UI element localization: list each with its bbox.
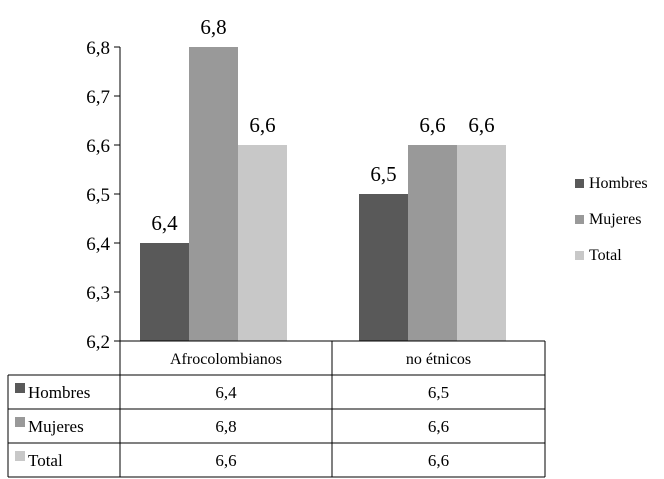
data-label-mujeres-2: 6,6 (419, 113, 445, 137)
bar-hombres-1 (140, 243, 189, 341)
legend-label-mujeres: Mujeres (589, 211, 641, 228)
table-row-label-total: Total (28, 451, 63, 470)
legend-key-total (575, 251, 584, 260)
table-cell-total-1: 6,6 (215, 451, 236, 470)
legend-key-mujeres (575, 215, 584, 224)
table-key-total (15, 451, 25, 461)
table-cell-mujeres-2: 6,6 (428, 417, 449, 436)
y-tick-label: 6,8 (86, 38, 110, 59)
table-cell-hombres-1: 6,4 (215, 383, 237, 402)
legend-label-hombres: Hombres (589, 175, 648, 192)
y-tick-label: 6,4 (86, 234, 110, 255)
table-cell-total-2: 6,6 (428, 451, 449, 470)
y-tick-label: 6,3 (86, 283, 110, 304)
category-label-1: Afrocolombianos (170, 351, 282, 368)
bar-mujeres-1 (189, 47, 238, 341)
bar-hombres-2 (359, 194, 408, 341)
category-label-2: no étnicos (406, 351, 471, 368)
data-table: Afrocolombianos no étnicos Hombres 6,4 6,5 Mu… (7, 340, 546, 478)
legend-label-total: Total (589, 247, 622, 264)
y-tick-label: 6,7 (86, 87, 110, 108)
bar-mujeres-2 (408, 145, 457, 341)
legend: Hombres Mujeres Total (575, 175, 648, 264)
bar-total-1 (238, 145, 287, 341)
data-label-total-2: 6,6 (468, 113, 494, 137)
data-label-total-1: 6,6 (249, 113, 275, 137)
y-axis: 6,2 6,3 6,4 6,5 6,6 6,7 6,8 (86, 38, 121, 353)
table-row-label-hombres: Hombres (28, 383, 90, 402)
bar-total-2 (457, 145, 506, 341)
data-label-hombres-1: 6,4 (151, 211, 178, 235)
data-label-hombres-2: 6,5 (370, 162, 396, 186)
y-tick-label: 6,5 (86, 185, 110, 206)
table-row-label-mujeres: Mujeres (28, 417, 84, 436)
y-tick-label: 6,2 (86, 332, 110, 353)
table-cell-mujeres-1: 6,8 (215, 417, 236, 436)
data-label-mujeres-1: 6,8 (200, 15, 226, 39)
data-labels: 6,4 6,8 6,6 6,5 6,6 6,6 (151, 15, 494, 235)
y-tick-label: 6,6 (86, 136, 110, 157)
legend-key-hombres (575, 179, 584, 188)
table-key-mujeres (15, 417, 25, 427)
table-cell-hombres-2: 6,5 (428, 383, 449, 402)
bars (140, 47, 506, 341)
table-key-hombres (15, 383, 25, 393)
